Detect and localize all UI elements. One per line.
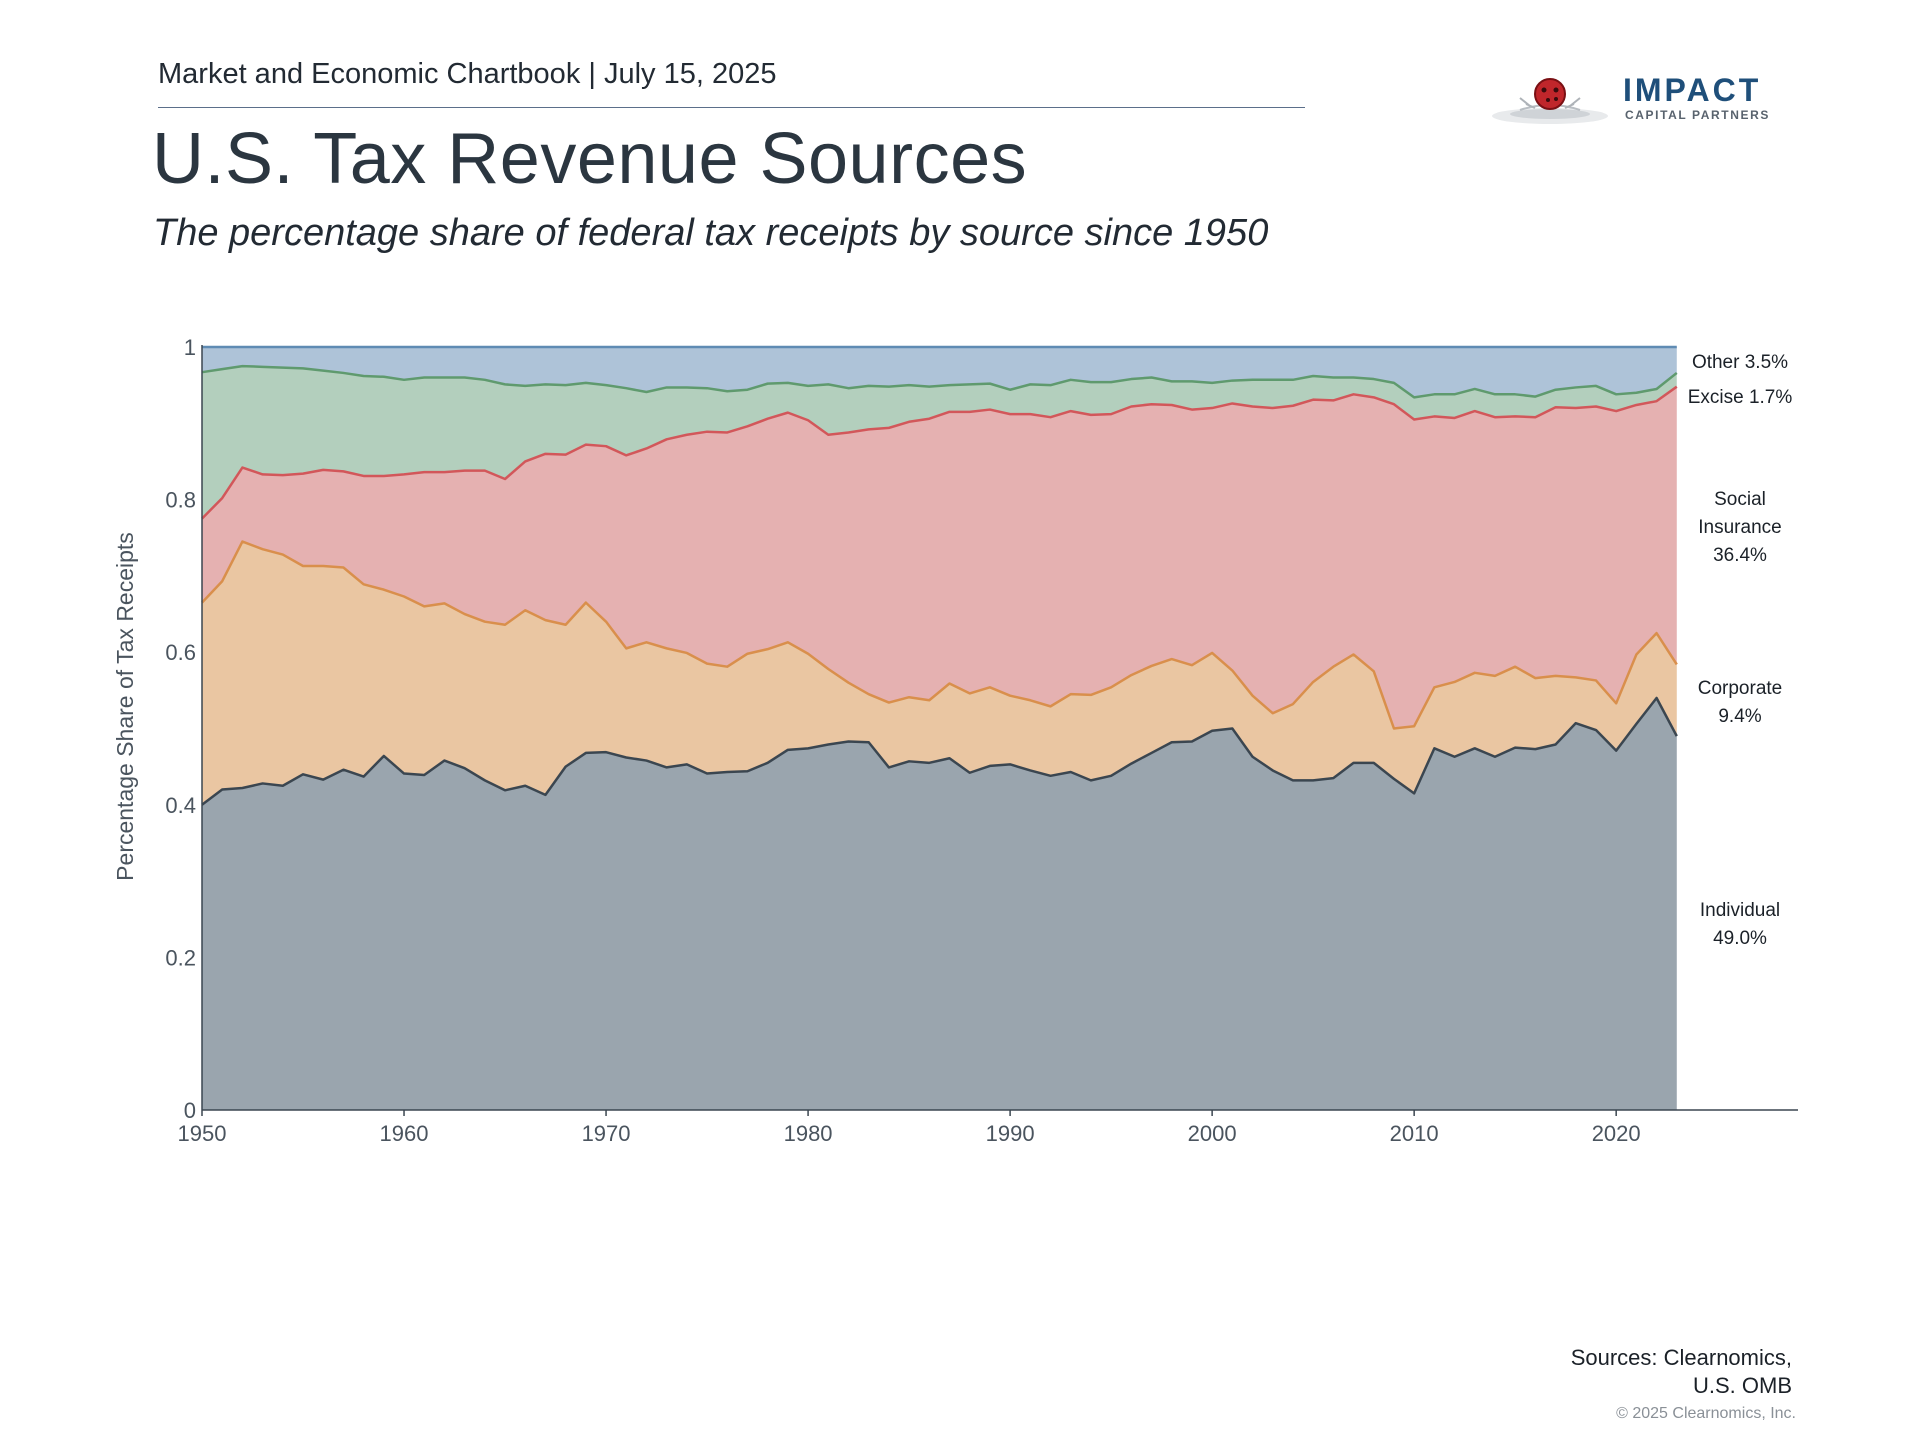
y-tick-label: 0.8 [165,488,196,513]
series-label-social-insurance: Social [1714,489,1766,510]
y-tick-label: 0.4 [165,793,196,818]
y-axis-label: Percentage Share of Tax Receipts [112,532,138,881]
series-label-corporate: Corporate [1698,678,1783,699]
line-social-insurance [201,385,1678,520]
line-individual [201,696,1678,806]
series-label-individual: 49.0% [1713,928,1767,949]
area-corporate [202,541,1677,805]
x-tick-label: 2000 [1188,1121,1237,1146]
series-label-social-insurance: Insurance [1698,517,1781,538]
sources-line-2: U.S. OMB [1692,1373,1792,1398]
series-label-social-insurance: 36.4% [1713,545,1767,566]
page-title: U.S. Tax Revenue Sources [152,119,1028,199]
area-social-insurance [202,386,1677,729]
company-logo: IMPACT CAPITAL PARTNERS [1490,70,1790,130]
y-tick-label: 0 [184,1098,196,1123]
y-tick-label: 1 [184,335,196,360]
x-tick-label: 1950 [178,1121,227,1146]
page-subtitle: The percentage share of federal tax rece… [153,212,1269,254]
x-tick-label: 1990 [986,1121,1035,1146]
logo-ladybug-icon [1492,78,1608,124]
x-tick-label: 2020 [1592,1121,1641,1146]
series-label-other: Other 3.5% [1692,352,1788,373]
area-excise [202,366,1677,519]
series-label-excise: Excise 1.7% [1688,387,1793,408]
sources-note: Sources: Clearnomics, U.S. OMB [1571,1344,1792,1400]
area-other [202,347,1677,398]
sources-line-1: Sources: Clearnomics, [1570,1345,1792,1370]
area-individual [202,697,1677,1110]
line-excise [201,364,1678,399]
logo-name: IMPACT [1623,72,1762,108]
series-label-corporate: 9.4% [1718,706,1761,727]
x-tick-label: 1980 [784,1121,833,1146]
x-tick-label: 1960 [380,1121,429,1146]
x-tick-label: 2010 [1390,1121,1439,1146]
chartbook-header: Market and Economic Chartbook | July 15,… [158,58,777,90]
x-tick-label: 1970 [582,1121,631,1146]
series-label-individual: Individual [1700,900,1780,921]
y-tick-label: 0.6 [165,640,196,665]
y-tick-label: 0.2 [165,945,196,970]
header-divider [158,107,1305,108]
logo-tagline: CAPITAL PARTNERS [1625,108,1770,122]
line-corporate [201,540,1678,730]
copyright: © 2025 Clearnomics, Inc. [1616,1405,1796,1422]
